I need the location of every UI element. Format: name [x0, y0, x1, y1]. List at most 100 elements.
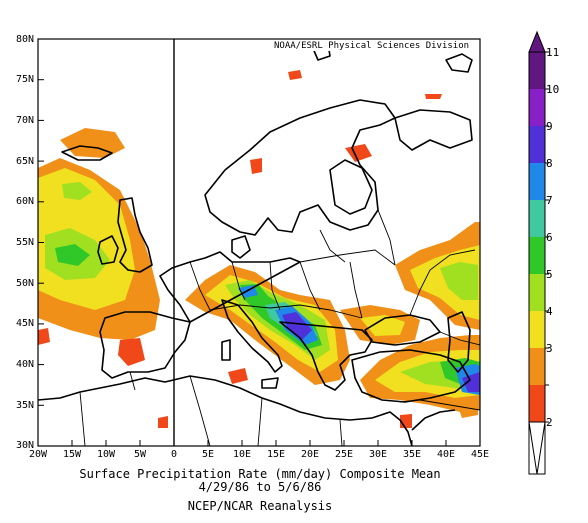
- lon-label-15e: 15E: [266, 449, 286, 460]
- lat-label-55n: 55N: [15, 237, 34, 248]
- coastline-novaya-zemlya: [445, 53, 473, 73]
- coastline-kola: [394, 109, 473, 151]
- precip-patch: [38, 328, 50, 345]
- colorbar-swatch-6: [529, 237, 545, 274]
- coastline-caspian: [447, 311, 471, 373]
- caption-source: NCEP/NCAR Reanalysis: [187, 499, 333, 513]
- precip-region-atlantic-north-core: [62, 182, 92, 200]
- country-borders: [79, 209, 480, 446]
- lon-label-10e: 10E: [232, 449, 252, 460]
- colorbar-label-10: 10: [546, 83, 560, 96]
- coastline-balkans: [279, 321, 373, 391]
- precip-region-europe-purple: [282, 312, 312, 340]
- colorbar-label-11: 11: [546, 46, 560, 59]
- caption-date-range: 4/29/86 to 5/6/86: [198, 480, 322, 494]
- colorbar-bottom-arrow: [528, 421, 546, 475]
- lon-label-0: 0: [170, 449, 178, 460]
- coastline-north-africa: [38, 375, 413, 446]
- lon-label-5e: 5E: [201, 449, 215, 460]
- border: [79, 391, 86, 446]
- lat-label-35n: 35N: [15, 400, 34, 411]
- lat-label-60n: 60N: [15, 196, 34, 207]
- coastline-finland: [329, 159, 373, 215]
- coastline-sicily: [261, 377, 279, 389]
- precip-patch: [345, 144, 372, 162]
- lat-label-75n: 75N: [15, 74, 34, 85]
- border: [377, 209, 396, 266]
- caption-title: Surface Precipitation Rate (mm/day) Comp…: [79, 467, 441, 481]
- border: [209, 304, 363, 319]
- colorbar-swatch-11: [529, 52, 545, 89]
- border: [299, 261, 321, 311]
- colorbar-swatch-4: [529, 311, 545, 348]
- lat-label-40n: 40N: [15, 359, 34, 370]
- lon-label-10w: 10W: [96, 449, 116, 460]
- precip-region-balkans-yellow: [360, 315, 405, 336]
- coastline-denmark: [231, 235, 251, 259]
- coastline-ireland: [97, 235, 119, 265]
- precip-patch: [118, 338, 145, 366]
- colorbar-label-7: 7: [546, 194, 553, 207]
- coastline-sardinia: [221, 339, 231, 361]
- border: [257, 397, 263, 446]
- border: [129, 371, 136, 391]
- lat-label-70n: 70N: [15, 115, 34, 126]
- border: [189, 375, 211, 446]
- precip-patch: [425, 94, 442, 99]
- precip-region-russia-lime: [440, 262, 478, 300]
- coastline-iceland: [61, 145, 113, 161]
- lon-label-30e: 30E: [368, 449, 388, 460]
- colorbar-label-9: 9: [546, 120, 553, 133]
- lon-label-20w: 20W: [28, 449, 48, 460]
- coastlines: [38, 43, 473, 446]
- precip-patch: [228, 368, 248, 384]
- colorbar-swatch-2: [529, 385, 545, 422]
- precipitation-field: [38, 70, 480, 428]
- border: [269, 261, 281, 311]
- border: [319, 229, 346, 263]
- colorbar-swatch-9: [529, 126, 545, 163]
- coastline-britain: [117, 197, 153, 273]
- precip-patch: [288, 70, 302, 80]
- border: [339, 419, 343, 446]
- colorbar-swatch-8: [529, 163, 545, 200]
- colorbar-label-8: 8: [546, 157, 553, 170]
- border: [399, 399, 480, 411]
- colorbar-swatch-7: [529, 200, 545, 237]
- colorbar-label-5: 5: [546, 268, 553, 281]
- border: [409, 249, 476, 316]
- lat-label-80n: 80N: [15, 34, 34, 45]
- colorbar-label-4: 4: [546, 305, 553, 318]
- lon-label-35e: 35E: [402, 449, 422, 460]
- colorbar-top-arrow: [528, 30, 546, 53]
- precip-region-east-purple: [462, 372, 480, 392]
- precip-patch: [158, 416, 168, 428]
- coastline-red-sea: [411, 409, 456, 431]
- colorbar-swatch-10: [529, 89, 545, 126]
- lon-label-40e: 40E: [436, 449, 456, 460]
- coastline-italy: [221, 299, 283, 373]
- precip-patch: [400, 414, 412, 428]
- coastline-scandinavia: [204, 99, 396, 236]
- coastline-turkey: [351, 349, 471, 403]
- lon-label-15w: 15W: [62, 449, 82, 460]
- precip-patch: [455, 396, 478, 418]
- lat-label-45n: 45N: [15, 318, 34, 329]
- border: [189, 261, 211, 311]
- colorbar-label-3: 3: [546, 342, 553, 355]
- lon-label-25e: 25E: [334, 449, 354, 460]
- border: [299, 249, 396, 266]
- colorbar: [528, 30, 549, 475]
- lon-label-20e: 20E: [300, 449, 320, 460]
- precip-patch: [250, 158, 262, 174]
- border: [349, 261, 363, 319]
- lat-label-30n: 30N: [15, 440, 34, 451]
- precip-region-atlantic-core2: [55, 244, 90, 266]
- colorbar-swatch-5: [529, 274, 545, 311]
- data-source-credit: NOAA/ESRL Physical Sciences Division: [272, 41, 472, 51]
- axis-ticks: [37, 38, 481, 447]
- lon-label-45e: 45E: [470, 449, 490, 460]
- border: [439, 331, 480, 346]
- coastline-europe-west: [159, 251, 301, 323]
